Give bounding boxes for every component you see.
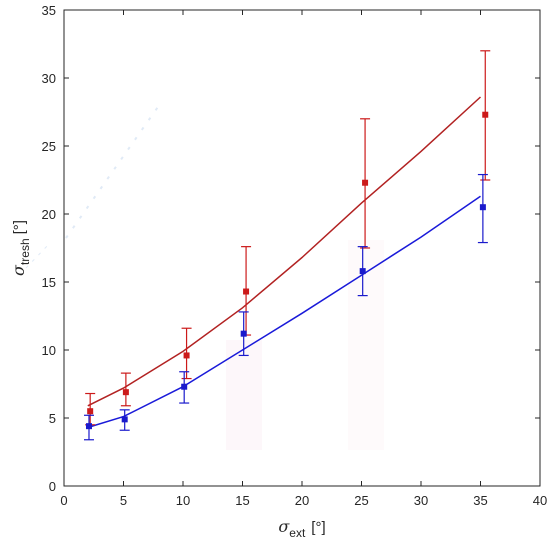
y-axis-subscript: tresh	[18, 238, 32, 265]
y-tick-label: 30	[42, 71, 56, 86]
x-axis-symbol: σ	[278, 517, 290, 536]
data-point-series-1	[122, 389, 129, 396]
x-tick-label: 5	[120, 493, 127, 508]
x-axis-label: σext [°]	[278, 517, 325, 540]
x-axis-subscript: ext	[289, 526, 306, 540]
fit-lines	[87, 96, 482, 429]
x-tick-label: 35	[473, 493, 487, 508]
fit-line-series-2	[87, 195, 481, 429]
fit-line-series-1	[87, 96, 482, 407]
data-point-series-1	[482, 111, 489, 118]
x-tick-label: 40	[533, 493, 547, 508]
data-point-series-2	[359, 268, 366, 275]
x-tick-label: 0	[60, 493, 67, 508]
y-tick-label: 35	[42, 3, 56, 18]
x-tick-label: 30	[414, 493, 428, 508]
y-tick-label: 20	[42, 207, 56, 222]
y-axis-label: σtresh [°]	[9, 220, 32, 276]
data-point-series-1	[87, 408, 94, 415]
y-axis-symbol: σ	[9, 264, 28, 276]
y-axis-unit: [°]	[11, 220, 28, 234]
plot-area	[64, 10, 540, 486]
data-point-series-2	[121, 416, 128, 423]
y-tick-label: 5	[49, 411, 56, 426]
x-tick-label: 10	[176, 493, 190, 508]
data-markers	[85, 111, 489, 430]
x-axis-ticks: 0 5 10 15 20 25 30 35 40	[60, 10, 547, 508]
y-tick-label: 25	[42, 139, 56, 154]
data-point-series-1	[243, 288, 250, 295]
y-tick-label: 15	[42, 275, 56, 290]
x-tick-label: 15	[235, 493, 249, 508]
x-tick-label: 20	[295, 493, 309, 508]
y-tick-label: 10	[42, 343, 56, 358]
y-axis-ticks: 0 5 10 15 20 25 30 35	[42, 3, 540, 494]
data-point-series-1	[183, 352, 190, 359]
x-tick-label: 25	[354, 493, 368, 508]
data-point-series-1	[362, 179, 369, 186]
data-point-series-2	[181, 383, 188, 390]
data-point-series-2	[240, 330, 247, 337]
data-point-series-2	[479, 204, 486, 211]
data-point-series-2	[85, 423, 92, 430]
x-axis-unit: [°]	[311, 519, 325, 536]
ghost-artifacts	[25, 103, 384, 450]
y-tick-label: 0	[49, 479, 56, 494]
